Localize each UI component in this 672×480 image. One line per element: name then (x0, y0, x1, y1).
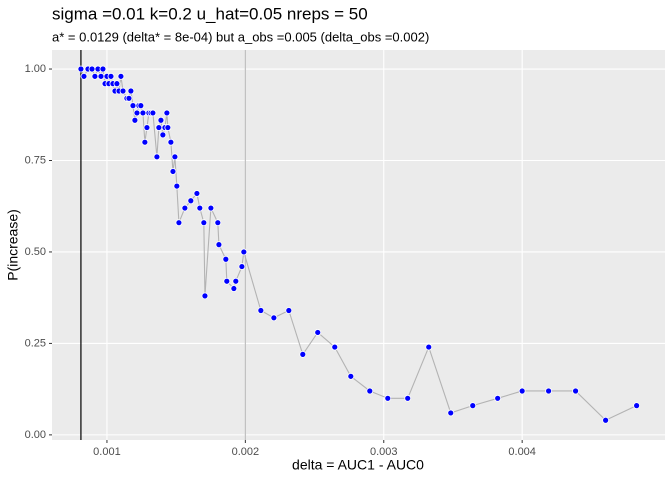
data-point (200, 219, 208, 227)
data-point (214, 219, 222, 227)
data-point (149, 109, 157, 117)
data-point (157, 116, 165, 124)
x-axis-label: delta = AUC1 - AUC0 (292, 457, 424, 473)
data-point (155, 124, 163, 131)
data-point (404, 394, 412, 402)
data-point (175, 219, 183, 227)
data-point (230, 285, 238, 292)
data-point (164, 124, 172, 131)
data-point (129, 102, 137, 110)
data-point (193, 190, 201, 197)
data-point (153, 153, 161, 161)
data-point (91, 72, 99, 80)
data-point (137, 102, 145, 110)
data-point (125, 94, 133, 102)
data-point (181, 204, 189, 212)
data-point (107, 72, 115, 80)
y-tick-label: 0.00 (25, 429, 46, 441)
data-point (169, 168, 177, 175)
x-tick-label: 0.004 (508, 446, 536, 458)
data-point (173, 182, 181, 190)
panel (52, 50, 665, 440)
data-point (572, 387, 579, 395)
data-point (131, 116, 139, 124)
data-point (207, 204, 215, 212)
data-point (545, 387, 553, 395)
data-point (119, 87, 127, 95)
data-point (240, 248, 248, 256)
y-tick-label: 0.25 (25, 337, 46, 349)
data-point (80, 72, 88, 80)
data-point (299, 350, 307, 358)
data-point (425, 343, 433, 351)
data-point (447, 409, 455, 417)
data-point (143, 124, 151, 131)
data-point (97, 72, 105, 80)
data-point (77, 65, 85, 73)
data-point (117, 72, 125, 80)
data-point (159, 131, 167, 139)
data-point (222, 255, 230, 263)
data-point (633, 402, 641, 410)
data-point (139, 109, 147, 117)
data-point (171, 153, 179, 161)
y-tick-label: 0.75 (25, 154, 46, 166)
chart-title: sigma =0.01 k=0.2 u_hat=0.05 nreps = 50 (52, 4, 368, 23)
data-point (113, 80, 121, 88)
data-point (347, 372, 355, 380)
x-tick-label: 0.002 (232, 446, 260, 458)
x-tick-label: 0.003 (370, 446, 398, 458)
chart-subtitle: a* = 0.0129 (delta* = 8e-04) but a_obs =… (52, 29, 429, 44)
data-point (141, 138, 149, 146)
data-point (518, 387, 526, 395)
data-point (366, 387, 374, 395)
data-point (167, 138, 175, 146)
data-point (238, 263, 246, 270)
data-point (602, 416, 610, 424)
data-point (285, 307, 293, 314)
y-tick-label: 0.50 (25, 246, 46, 258)
data-point (163, 109, 171, 117)
data-point (201, 292, 209, 300)
data-point (494, 394, 502, 402)
data-point (384, 394, 392, 402)
y-axis-label: P(increase) (5, 209, 21, 281)
data-point (215, 241, 223, 249)
x-tick-label: 0.001 (93, 446, 121, 458)
data-point (257, 307, 265, 314)
data-point (270, 314, 278, 322)
data-point (133, 109, 141, 117)
data-point (88, 65, 96, 73)
data-point (187, 197, 195, 205)
data-point (99, 65, 107, 73)
data-point (127, 87, 135, 95)
data-point (232, 277, 240, 285)
y-tick-label: 1.00 (25, 63, 46, 75)
data-point (223, 277, 231, 285)
data-point (314, 329, 322, 336)
data-point (469, 402, 477, 410)
data-point (196, 204, 204, 212)
data-point (331, 343, 339, 351)
